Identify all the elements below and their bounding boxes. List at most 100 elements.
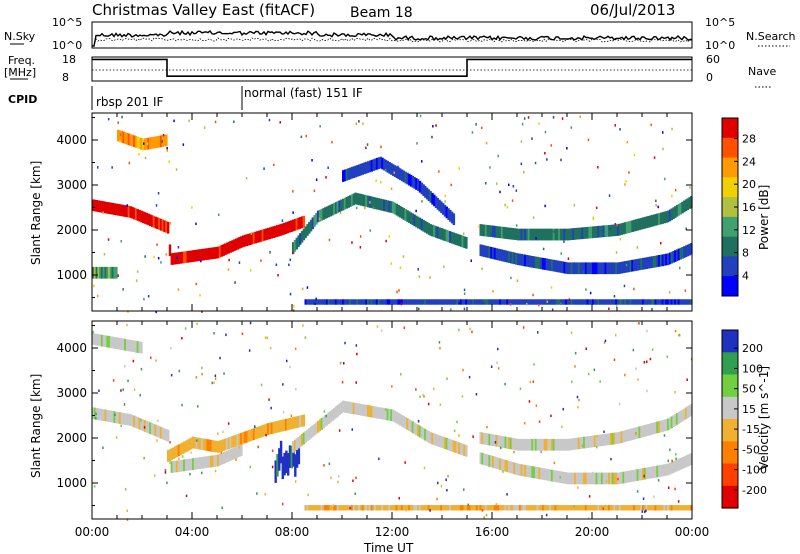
power-cell — [543, 299, 547, 305]
velocity-point — [576, 395, 579, 399]
velocity-cell — [365, 404, 368, 417]
power-cell — [525, 255, 529, 267]
power-cell — [677, 299, 681, 305]
power-point — [429, 276, 431, 279]
velocity-cell — [406, 418, 409, 430]
velocity-cell — [372, 406, 375, 418]
power-cell — [684, 199, 688, 212]
power-cell — [650, 215, 654, 227]
velocity-cell — [533, 505, 536, 511]
velocity-cell — [234, 446, 238, 459]
velocity-point — [102, 446, 104, 449]
power-cell — [349, 195, 352, 207]
velocity-point — [164, 471, 167, 474]
power-cell — [652, 299, 656, 305]
power-point — [679, 266, 681, 270]
power-cell — [474, 299, 477, 305]
velocity-cell — [593, 472, 597, 485]
power-cell — [165, 134, 168, 147]
velocity-cell — [295, 438, 298, 450]
velocity-cell — [574, 437, 577, 450]
power-cell — [647, 256, 650, 269]
power-point — [515, 224, 518, 227]
power-point — [534, 161, 537, 165]
power-cell — [540, 257, 543, 270]
power-cell — [383, 199, 386, 212]
power-cell — [542, 299, 545, 305]
power-cell — [427, 223, 431, 235]
velocity-cell — [533, 466, 536, 479]
power-cell — [668, 209, 672, 222]
power-cell — [663, 254, 666, 266]
power-cell — [300, 216, 304, 229]
power-cell — [268, 227, 272, 240]
power-point — [668, 291, 671, 294]
velocity-cell — [442, 436, 445, 449]
power-cell — [186, 251, 189, 263]
velocity-point — [422, 393, 424, 397]
power-cell — [411, 213, 414, 226]
power-cell — [599, 225, 602, 238]
power-point — [327, 166, 329, 169]
velocity-cell — [650, 423, 654, 435]
power-point — [475, 123, 477, 126]
velocity-cell — [356, 505, 359, 511]
power-cell — [449, 210, 452, 222]
nsearch-label: N.Search — [746, 30, 796, 43]
velocity-cell — [304, 505, 307, 511]
power-cell — [452, 213, 456, 226]
power-cell — [350, 166, 354, 179]
power-point — [492, 290, 494, 293]
velocity-cell — [413, 505, 416, 511]
velocity-cell — [443, 505, 447, 511]
power-cell — [499, 249, 502, 261]
velocity-cell — [315, 422, 318, 434]
power-point — [201, 310, 203, 313]
power-cell — [625, 260, 629, 273]
power-point — [566, 147, 568, 150]
power-cell — [636, 218, 639, 231]
power-cell — [661, 299, 664, 305]
velocity-point — [405, 508, 407, 512]
velocity-cell — [579, 437, 582, 449]
velocity-cell — [574, 472, 577, 485]
power-point — [93, 284, 95, 288]
power-cell — [193, 249, 197, 262]
power-cell — [683, 200, 686, 213]
velocity-cell — [499, 505, 502, 511]
power-point — [292, 251, 294, 255]
power-cell — [102, 266, 106, 279]
velocity-cell — [572, 472, 575, 485]
power-cell — [397, 204, 400, 217]
power-cell — [372, 299, 375, 305]
velocity-cell — [520, 505, 523, 511]
power-cell — [343, 169, 347, 182]
power-cell — [334, 202, 338, 214]
velocity-cell — [681, 457, 684, 469]
power-point — [458, 302, 461, 305]
velocity-point — [605, 480, 608, 483]
power-cell — [595, 226, 598, 238]
nsearch-tick-top: 10^5 — [705, 16, 735, 29]
velocity-point — [220, 451, 222, 455]
velocity-cell — [540, 438, 543, 451]
power-cell — [388, 162, 391, 174]
velocity-cell — [647, 505, 650, 511]
velocity-point — [195, 376, 198, 379]
power-cell — [447, 208, 450, 220]
velocity-cell — [417, 505, 420, 511]
velocity-cell — [317, 505, 320, 511]
velocity-cell — [575, 437, 579, 450]
power-cell — [688, 243, 691, 256]
power-cell — [111, 266, 114, 279]
power-cell — [345, 196, 348, 209]
velocity-cell — [227, 449, 231, 462]
velocity-cell — [504, 505, 507, 511]
power-cell — [440, 299, 443, 305]
velocity-cell — [554, 505, 557, 511]
power-cell — [372, 196, 375, 209]
velocity-cell — [656, 421, 659, 434]
power-point — [560, 158, 562, 162]
power-cell — [534, 256, 538, 269]
velocity-cell — [322, 505, 325, 511]
